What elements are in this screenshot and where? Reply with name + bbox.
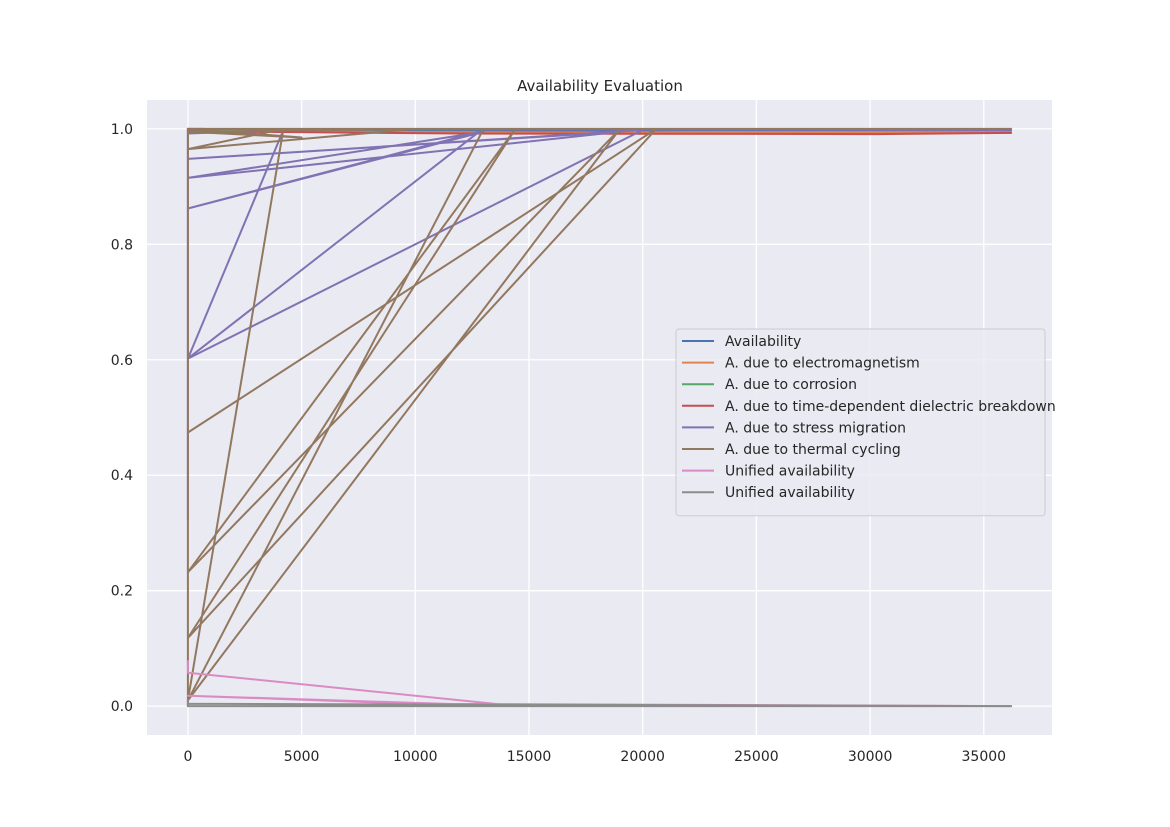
legend-label-4: A. due to stress migration	[725, 420, 906, 436]
x-tick-label: 5000	[284, 749, 320, 765]
legend-label-3: A. due to time-dependent dielectric brea…	[725, 399, 1056, 415]
y-tick-label: 0.6	[111, 353, 133, 369]
legend-label-7: Unified availability	[725, 485, 855, 501]
series-line-7	[186, 699, 1013, 708]
x-tick-label: 15000	[507, 749, 552, 765]
x-tick-label: 20000	[620, 749, 665, 765]
legend-label-6: Unified availability	[725, 464, 855, 480]
legend-label-1: A. due to electromagnetism	[725, 356, 920, 372]
x-tick-label: 25000	[734, 749, 779, 765]
x-tick-label: 35000	[962, 749, 1007, 765]
x-tick-label: 30000	[848, 749, 893, 765]
chart-title: Availability Evaluation	[517, 77, 683, 95]
legend-label-0: Availability	[725, 334, 801, 350]
legend-label-2: A. due to corrosion	[725, 377, 857, 393]
y-tick-label: 1.0	[111, 122, 133, 138]
legend: Availability A. due to electromagnetism A.…	[675, 328, 1056, 517]
legend-box	[675, 328, 1046, 517]
series-line-5	[186, 127, 1013, 708]
x-tick-label: 0	[183, 749, 192, 765]
x-tick-label: 10000	[393, 749, 438, 765]
y-tick-label: 0.4	[111, 468, 133, 484]
y-tick-label: 0.8	[111, 237, 133, 253]
series-lines	[186, 127, 1013, 708]
y-tick-label: 0.0	[111, 699, 133, 715]
y-tick-label: 0.2	[111, 584, 133, 600]
tick-labels: 0 5000 10000 15000 20000 25000 30000 35000 0.0 0.…	[111, 122, 1006, 765]
legend-label-5: A. due to thermal cycling	[725, 442, 901, 458]
